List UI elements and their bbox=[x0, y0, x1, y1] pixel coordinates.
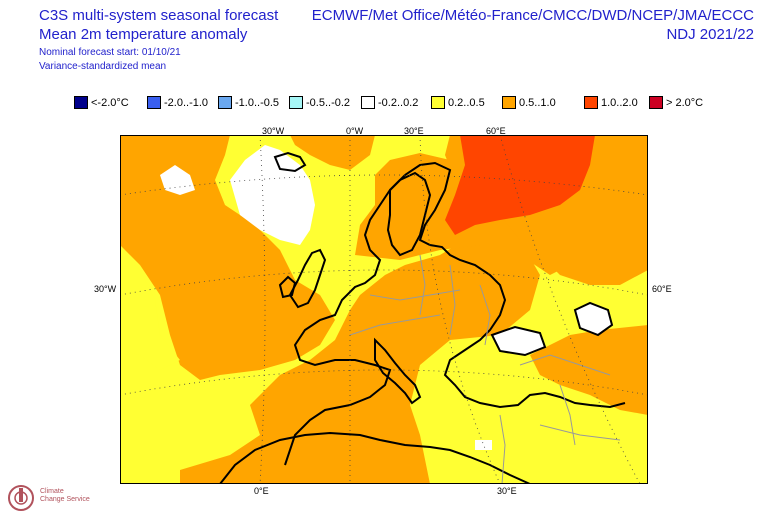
legend-label: -2.0..-1.0 bbox=[164, 97, 209, 109]
anomaly-region-white-caspian bbox=[575, 303, 612, 335]
anomaly-region-white-southeast bbox=[475, 440, 492, 450]
legend-swatch bbox=[584, 96, 598, 109]
legend-label: -0.2..0.2 bbox=[378, 97, 419, 109]
anomaly-region-orange-atlantic bbox=[120, 135, 335, 380]
coastline-europe bbox=[284, 161, 626, 466]
logo-line-1: Climate bbox=[40, 488, 64, 495]
legend-swatch bbox=[649, 96, 663, 109]
legend-label: 0.5..1.0 bbox=[519, 97, 556, 109]
coastline-black-sea bbox=[490, 325, 547, 357]
lon-label-left-30w: 30°W bbox=[94, 284, 117, 294]
forecast-start: Nominal forecast start: 01/10/21 bbox=[39, 47, 181, 58]
anomaly-region-orange-south bbox=[180, 235, 540, 484]
anomaly-map bbox=[120, 135, 648, 484]
map-panel bbox=[120, 135, 648, 484]
systems-list: ECMWF/Met Office/Météo-France/CMCC/DWD/N… bbox=[311, 7, 754, 24]
logo-text: Climate Change Service bbox=[40, 488, 90, 504]
legend-label: -1.0..-0.5 bbox=[235, 97, 280, 109]
anomaly-region-orange-southeast bbox=[530, 325, 648, 415]
anomaly-region-yellow-midatlantic bbox=[120, 255, 180, 370]
legend-label: -0.5..-0.2 bbox=[306, 97, 351, 109]
legend-swatch bbox=[431, 96, 445, 109]
map-subtitle: Mean 2m temperature anomaly bbox=[39, 26, 248, 43]
method-note: Variance-standardized mean bbox=[39, 61, 167, 72]
lon-label-bottom-0e: 0°E bbox=[254, 486, 269, 496]
title-block-right: ECMWF/Met Office/Météo-France/CMCC/DWD/N… bbox=[312, 6, 754, 44]
legend-swatch bbox=[361, 96, 375, 109]
coastline-italy bbox=[374, 337, 422, 405]
anomaly-region-orange-north-atlantic bbox=[290, 135, 375, 170]
legend-label: 1.0..2.0 bbox=[601, 97, 638, 109]
coastline-uk bbox=[288, 248, 327, 309]
lon-label-top-60e: 60°E bbox=[486, 126, 506, 136]
legend-swatch bbox=[147, 96, 161, 109]
lon-label-right-60e: 60°E bbox=[652, 284, 672, 294]
legend-swatch bbox=[218, 96, 232, 109]
coastline-scandinavia bbox=[386, 171, 432, 257]
legend-label: 0.2..0.5 bbox=[448, 97, 485, 109]
graticule bbox=[120, 135, 648, 484]
season-label: NDJ 2021/22 bbox=[666, 26, 754, 43]
map-frame bbox=[120, 135, 648, 484]
coastline-ireland bbox=[278, 275, 297, 299]
coastline-iceland bbox=[273, 151, 307, 173]
lon-label-bottom-30e: 30°E bbox=[497, 486, 517, 496]
country-borders bbox=[349, 254, 621, 484]
legend-swatch bbox=[74, 96, 88, 109]
anomaly-region-white-labrador bbox=[160, 165, 195, 195]
anomaly-region-red-russia bbox=[445, 135, 595, 235]
anomaly-region-white-blacksea bbox=[492, 327, 545, 355]
title-block-left: C3S multi-system seasonal forecast Mean … bbox=[39, 6, 278, 73]
legend-label: > 2.0°C bbox=[666, 97, 704, 109]
legend-label: <-2.0°C bbox=[91, 97, 129, 109]
legend-swatch bbox=[289, 96, 303, 109]
logo-line-2: Change Service bbox=[40, 496, 90, 503]
copernicus-logo bbox=[8, 485, 34, 511]
coastline-caspian bbox=[573, 301, 614, 337]
lon-label-top-30e: 30°E bbox=[404, 126, 424, 136]
map-title: C3S multi-system seasonal forecast bbox=[39, 7, 279, 24]
lon-label-top-30w: 30°W bbox=[262, 126, 285, 136]
legend-swatch bbox=[502, 96, 516, 109]
lon-label-top-0w: 0°W bbox=[346, 126, 364, 136]
coastline-africa bbox=[219, 431, 531, 484]
